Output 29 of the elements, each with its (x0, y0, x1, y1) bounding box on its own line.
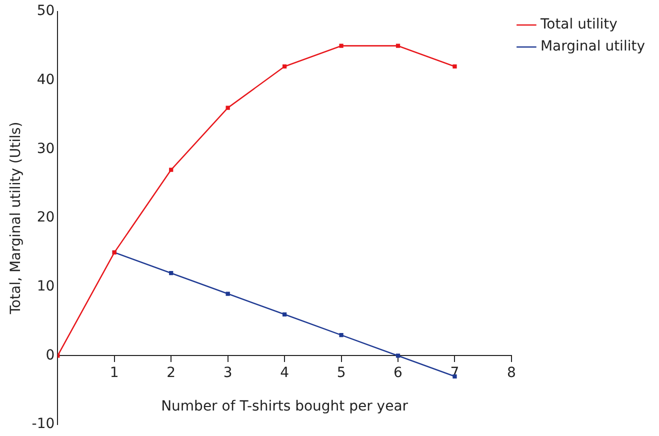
x-tick-label: 5 (336, 364, 346, 381)
y-tick-label: 10 (36, 278, 55, 295)
x-tick-label: 6 (394, 364, 403, 381)
x-tick-label: 4 (280, 364, 290, 381)
point (169, 168, 174, 172)
legend-label: Total utility (539, 16, 618, 33)
y-axis-title: Total, Marginal utility (Utils) (8, 122, 24, 316)
y-tick-label: 20 (36, 210, 55, 226)
point (226, 292, 230, 296)
point (339, 44, 344, 48)
point (339, 333, 344, 338)
point (226, 106, 230, 110)
point (282, 64, 287, 69)
y-tick-label: 0 (46, 347, 55, 364)
x-tick-label: 8 (506, 364, 516, 381)
y-tick-label: 50 (36, 3, 55, 20)
point (169, 271, 174, 276)
point (282, 312, 287, 316)
x-tick-label: 2 (166, 364, 176, 381)
y-tick-label: -10 (32, 416, 55, 432)
point (452, 64, 457, 69)
x-tick-label: 1 (110, 364, 119, 381)
x-tick-label: 3 (223, 364, 232, 381)
legend-label: Marginal utility (540, 38, 646, 55)
y-tick-label: 40 (36, 72, 55, 88)
point (396, 354, 400, 358)
point (396, 44, 400, 48)
x-axis-title: Number of T-shirts bought per year (161, 398, 408, 415)
y-tick-label: 30 (36, 140, 55, 157)
